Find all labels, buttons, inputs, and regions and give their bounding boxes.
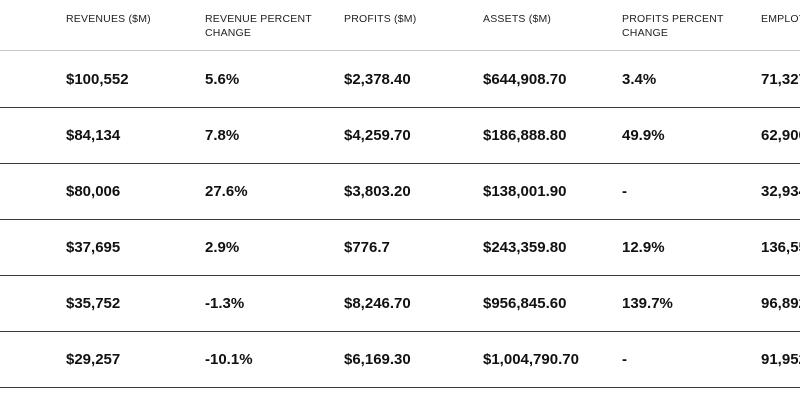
table-header: REVENUES ($M) REVENUE PERCENT CHANGE PRO… (0, 0, 800, 51)
header-profits-percent-change[interactable]: PROFITS PERCENT CHANGE (622, 0, 761, 51)
cell-assets: $644,908.70 (483, 50, 622, 108)
header-label: EMPLOYEES (761, 13, 800, 25)
cell-profits-percent-change: - (622, 163, 761, 220)
header-label: PROFITS ($M) (344, 13, 417, 25)
header-label: REVENUE PERCENT CHANGE (205, 13, 312, 39)
cell-employees: 62,900 (761, 107, 800, 164)
cell-revenue-percent-change: 27.6% (205, 163, 344, 220)
cell-assets: $138,001.90 (483, 163, 622, 220)
cell-profits-percent-change: 3.4% (622, 50, 761, 108)
header-profits[interactable]: PROFITS ($M) (344, 0, 483, 51)
cell-profits: $2,378.40 (344, 50, 483, 108)
cell-revenue-percent-change: 5.6% (205, 50, 344, 108)
header-row: REVENUES ($M) REVENUE PERCENT CHANGE PRO… (0, 0, 800, 51)
header-employees[interactable]: EMPLOYEES (761, 0, 800, 51)
cell-employees: 96,892 (761, 275, 800, 332)
cell-assets: $243,359.80 (483, 219, 622, 276)
cell-profits-percent-change: 139.7% (622, 275, 761, 332)
cell-profits-percent-change: 49.9% (622, 107, 761, 164)
cell-employees: 91,952 (761, 331, 800, 388)
table-row: $80,006 27.6% $3,803.20 $138,001.90 - 32… (0, 163, 800, 220)
cell-employees: 32,934 (761, 163, 800, 220)
table-row: $37,695 2.9% $776.7 $243,359.80 12.9% 13… (0, 219, 800, 276)
cell-revenues: $35,752 (0, 275, 205, 332)
header-revenue-percent-change[interactable]: REVENUE PERCENT CHANGE (205, 0, 344, 51)
table-body: $100,552 5.6% $2,378.40 $644,908.70 3.4%… (0, 50, 800, 388)
cell-revenue-percent-change: -10.1% (205, 331, 344, 388)
header-assets[interactable]: ASSETS ($M) (483, 0, 622, 51)
header-label: PROFITS PERCENT CHANGE (622, 13, 724, 39)
cell-revenue-percent-change: 2.9% (205, 219, 344, 276)
cell-assets: $186,888.80 (483, 107, 622, 164)
cell-profits: $3,803.20 (344, 163, 483, 220)
cell-employees: 136,552 (761, 219, 800, 276)
cell-revenues: $37,695 (0, 219, 205, 276)
header-revenues[interactable]: REVENUES ($M) (0, 0, 205, 51)
cell-revenues: $80,006 (0, 163, 205, 220)
cell-profits: $776.7 (344, 219, 483, 276)
header-label: ASSETS ($M) (483, 13, 552, 25)
cell-profits: $4,259.70 (344, 107, 483, 164)
cell-revenues: $100,552 (0, 50, 205, 108)
cell-profits-percent-change: - (622, 331, 761, 388)
cell-revenues: $29,257 (0, 331, 205, 388)
cell-employees: 71,327 (761, 50, 800, 108)
table-row: $84,134 7.8% $4,259.70 $186,888.80 49.9%… (0, 107, 800, 164)
financial-data-table: REVENUES ($M) REVENUE PERCENT CHANGE PRO… (0, 0, 800, 388)
cell-revenues: $84,134 (0, 107, 205, 164)
table-row: $100,552 5.6% $2,378.40 $644,908.70 3.4%… (0, 50, 800, 108)
cell-assets: $1,004,790.70 (483, 331, 622, 388)
cell-revenue-percent-change: 7.8% (205, 107, 344, 164)
cell-revenue-percent-change: -1.3% (205, 275, 344, 332)
table-row: $29,257 -10.1% $6,169.30 $1,004,790.70 -… (0, 331, 800, 388)
cell-assets: $956,845.60 (483, 275, 622, 332)
table-row: $35,752 -1.3% $8,246.70 $956,845.60 139.… (0, 275, 800, 332)
cell-profits: $6,169.30 (344, 331, 483, 388)
cell-profits-percent-change: 12.9% (622, 219, 761, 276)
header-label: REVENUES ($M) (66, 13, 151, 25)
cell-profits: $8,246.70 (344, 275, 483, 332)
